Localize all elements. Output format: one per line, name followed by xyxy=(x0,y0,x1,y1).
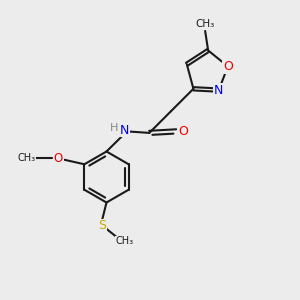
Text: H: H xyxy=(110,123,118,133)
Text: S: S xyxy=(98,219,106,232)
Text: CH₃: CH₃ xyxy=(116,236,134,247)
Text: N: N xyxy=(214,84,224,97)
Text: CH₃: CH₃ xyxy=(196,19,215,29)
Text: CH₃: CH₃ xyxy=(17,153,36,163)
Text: O: O xyxy=(178,125,188,138)
Text: O: O xyxy=(54,152,63,165)
Text: N: N xyxy=(120,124,129,137)
Text: O: O xyxy=(223,60,233,73)
